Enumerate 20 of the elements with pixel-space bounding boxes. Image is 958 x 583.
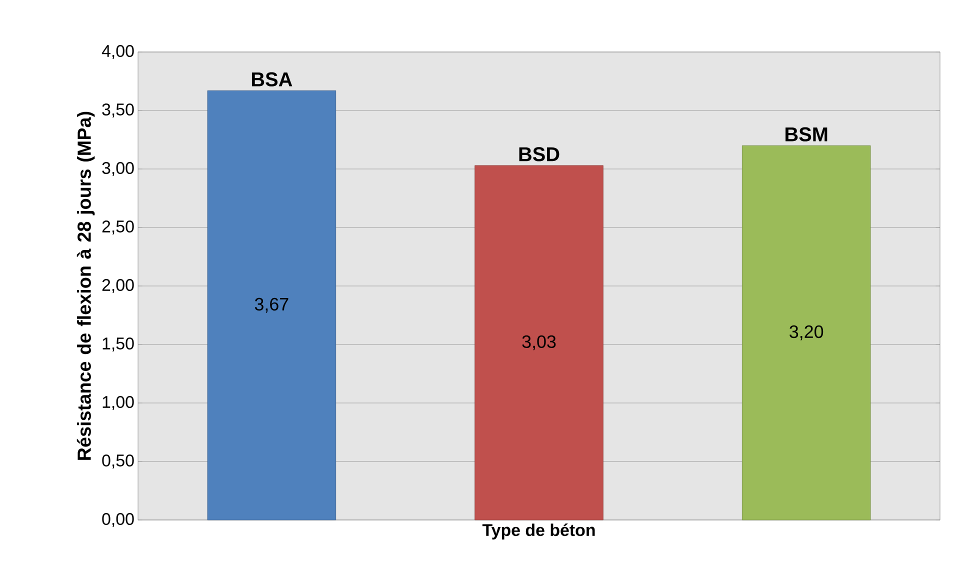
bar (474, 165, 604, 520)
x-tick-label: BSA (252, 72, 292, 86)
y-tick-label: 3,50 (102, 103, 134, 118)
data-label: 3,67 (254, 298, 288, 313)
data-label: 3,03 (522, 335, 556, 350)
y-tick-label: 4,00 (102, 44, 134, 59)
data-label: 3,20 (790, 325, 824, 340)
y-axis-title: Résistance de flexion à 28 jours (MPa) (76, 112, 95, 460)
y-tick-label: 2,50 (102, 220, 134, 234)
bar (207, 90, 336, 520)
x-tick-label: BSD (519, 147, 560, 162)
y-tick-label: 0,50 (102, 454, 134, 468)
x-axis-title: Type de béton (482, 524, 595, 540)
y-tick-label: 1,00 (102, 396, 134, 410)
y-tick-label: 1,50 (102, 337, 134, 352)
y-tick-label: 2,00 (102, 278, 134, 293)
y-tick-label: 0,00 (102, 512, 134, 527)
y-tick-label: 3,00 (102, 162, 134, 176)
bar (742, 145, 871, 520)
x-tick-label: BSM (786, 127, 828, 142)
